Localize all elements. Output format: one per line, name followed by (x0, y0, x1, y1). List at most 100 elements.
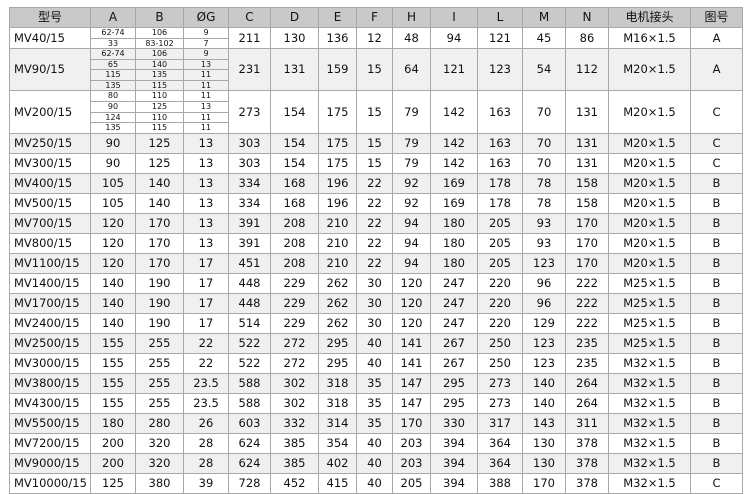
cell-m: 130 (522, 452, 566, 474)
cell-f: 35 (356, 412, 393, 434)
cell-g: 13 (183, 212, 229, 234)
cell-d: 154 (270, 152, 319, 174)
cell-b: 380 (135, 472, 184, 494)
cell-l: 205 (477, 252, 523, 274)
cell-d: 452 (270, 472, 319, 494)
header-n: N (565, 7, 609, 28)
cell-c: 273 (228, 90, 271, 134)
cell-l: 163 (477, 152, 523, 174)
cell-m: 140 (522, 372, 566, 394)
cell-g: 23.5 (183, 392, 229, 414)
header-i: I (430, 7, 478, 28)
cell-figure-no: B (690, 392, 743, 414)
sub-value: 135 (105, 123, 121, 133)
cell-c: 624 (228, 432, 271, 454)
cell-d: 130 (270, 27, 319, 49)
cell-motor-connector: M32×1.5 (608, 352, 691, 374)
cell-g: 9 13 11 11 (183, 47, 229, 92)
sub-value: 13 (184, 102, 228, 113)
cell-l: 220 (477, 312, 523, 334)
cell-e: 159 (318, 47, 357, 92)
cell-b: 255 (135, 372, 184, 394)
dimension-table: 型号 A B ØG C D E F H I L M N 电机接头 图号 MV40/15 62-74 33 106 8… (9, 7, 743, 494)
cell-f: 15 (356, 90, 393, 134)
cell-model: MV3000/15 (9, 352, 91, 374)
cell-d: 131 (270, 47, 319, 92)
cell-a: 125 (90, 472, 136, 494)
cell-e: 402 (318, 452, 357, 474)
cell-h: 64 (392, 47, 431, 92)
cell-l: 220 (477, 272, 523, 294)
cell-m: 130 (522, 432, 566, 454)
cell-g: 13 (183, 132, 229, 154)
cell-l: 123 (477, 47, 523, 92)
cell-model: MV2400/15 (9, 312, 91, 334)
cell-i: 394 (430, 432, 478, 454)
cell-h: 120 (392, 312, 431, 334)
cell-c: 514 (228, 312, 271, 334)
cell-b: 125 (135, 132, 184, 154)
cell-e: 295 (318, 332, 357, 354)
sub-value: 106 (136, 50, 183, 60)
cell-g: 28 (183, 432, 229, 454)
cell-e: 136 (318, 27, 357, 49)
cell-n: 264 (565, 372, 609, 394)
cell-model: MV9000/15 (9, 452, 91, 474)
cell-model: MV7200/15 (9, 432, 91, 454)
cell-g: 13 (183, 232, 229, 254)
sub-value: 106 (136, 29, 183, 39)
cell-g: 22 (183, 352, 229, 374)
cell-model: MV400/15 (9, 172, 91, 194)
cell-f: 30 (356, 292, 393, 314)
cell-b: 110 125 110 115 (135, 90, 184, 134)
cell-d: 208 (270, 232, 319, 254)
cell-i: 247 (430, 292, 478, 314)
header-g: ØG (183, 7, 229, 28)
sub-value: 135 (105, 80, 121, 90)
cell-a: 120 (90, 252, 136, 274)
cell-figure-no: C (690, 90, 743, 134)
cell-figure-no: B (690, 252, 743, 274)
sub-value: 124 (91, 113, 135, 124)
sub-value: 115 (151, 123, 168, 133)
cell-m: 123 (522, 352, 566, 374)
cell-e: 314 (318, 412, 357, 434)
cell-a: 120 (90, 212, 136, 234)
cell-f: 40 (356, 472, 393, 494)
cell-d: 229 (270, 292, 319, 314)
cell-i: 394 (430, 452, 478, 474)
sub-value: 83-102 (145, 38, 174, 48)
cell-g: 17 (183, 292, 229, 314)
cell-l: 121 (477, 27, 523, 49)
cell-c: 303 (228, 132, 271, 154)
cell-motor-connector: M20×1.5 (608, 212, 691, 234)
cell-n: 235 (565, 352, 609, 374)
cell-i: 330 (430, 412, 478, 434)
cell-i: 142 (430, 152, 478, 174)
cell-f: 40 (356, 432, 393, 454)
cell-c: 448 (228, 272, 271, 294)
table-row: MV7200/15 200 320 28 624 385 354 40 203 394 364 130… (9, 432, 743, 454)
cell-figure-no: B (690, 212, 743, 234)
cell-m: 70 (522, 132, 566, 154)
cell-figure-no: B (690, 372, 743, 394)
cell-l: 178 (477, 192, 523, 214)
cell-i: 267 (430, 332, 478, 354)
cell-m: 45 (522, 27, 566, 49)
cell-figure-no: C (690, 132, 743, 154)
table-row: MV9000/15 200 320 28 624 385 402 40 203 394 364 130… (9, 452, 743, 474)
cell-motor-connector: M20×1.5 (608, 192, 691, 214)
cell-h: 94 (392, 232, 431, 254)
table-row: MV2500/15 155 255 22 522 272 295 40 141 267 250 123… (9, 332, 743, 354)
cell-f: 12 (356, 27, 393, 49)
sub-value: 115 (151, 80, 168, 90)
cell-d: 168 (270, 192, 319, 214)
cell-h: 205 (392, 472, 431, 494)
sub-value: 110 (136, 113, 183, 124)
cell-h: 94 (392, 252, 431, 274)
cell-motor-connector: M20×1.5 (608, 152, 691, 174)
cell-h: 147 (392, 372, 431, 394)
cell-model: MV2500/15 (9, 332, 91, 354)
table-row: MV40/15 62-74 33 106 83-102 9 7 211 130 136 12 48 94… (9, 27, 743, 49)
cell-n: 264 (565, 392, 609, 414)
